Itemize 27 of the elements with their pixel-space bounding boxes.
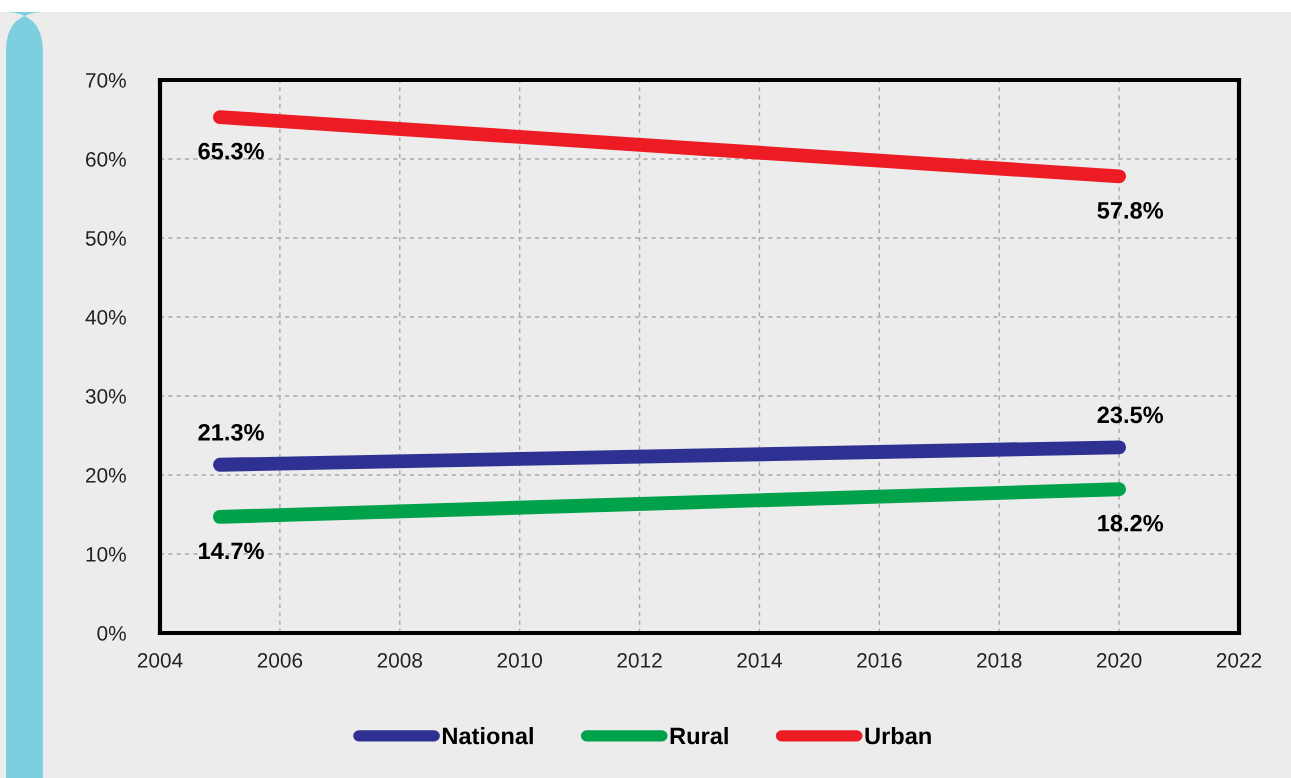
data-label: 57.8% — [1097, 202, 1164, 219]
data-label: 65.3% — [198, 142, 264, 160]
data-label: 23.5% — [1097, 406, 1164, 424]
data-label: 21.3% — [198, 423, 264, 441]
y-tick-label: 0% — [97, 626, 126, 641]
data-label: 14.7% — [199, 542, 264, 560]
legend-label: Urban — [865, 726, 931, 745]
x-tick-label: 2004 — [137, 652, 183, 668]
x-tick-label: 2008 — [377, 652, 423, 668]
x-tick-label: 2010 — [497, 652, 543, 668]
x-tick-label: 2016 — [857, 652, 902, 668]
x-tick-label: 2012 — [617, 652, 662, 668]
y-tick-label: 60% — [86, 152, 126, 167]
x-tick-label: 2020 — [1096, 652, 1142, 668]
y-tick-label: 20% — [86, 468, 126, 483]
y-tick-label: 40% — [85, 310, 126, 325]
legend-label: National — [442, 726, 533, 745]
y-tick-label: 10% — [86, 547, 126, 562]
y-tick-label: 70% — [86, 73, 126, 88]
x-tick-label: 2022 — [1216, 652, 1262, 668]
x-tick-label: 2006 — [257, 652, 303, 668]
x-tick-label: 2018 — [977, 652, 1022, 668]
legend-label: Rural — [670, 726, 728, 745]
x-tick-label: 2014 — [737, 652, 783, 668]
y-tick-label: 30% — [85, 389, 126, 404]
data-label: 18.2% — [1098, 514, 1164, 532]
y-tick-label: 50% — [85, 231, 126, 246]
